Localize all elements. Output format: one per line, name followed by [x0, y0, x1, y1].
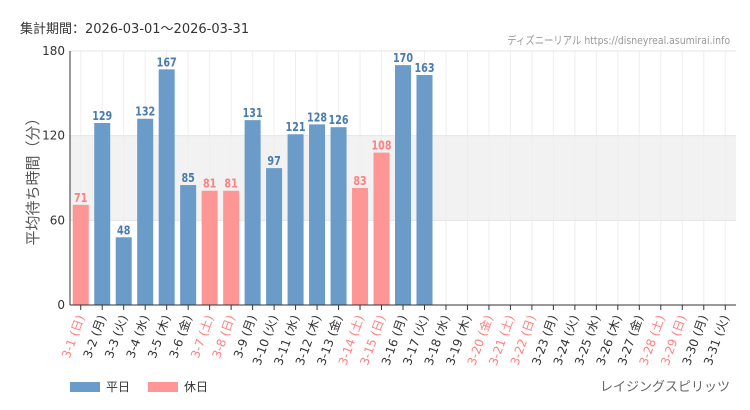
legend-weekday: 平日: [70, 378, 130, 395]
bar: [330, 127, 347, 305]
legend-swatch-weekday: [70, 381, 100, 392]
bar: [137, 118, 154, 305]
bar: [352, 187, 369, 305]
data-label: 81: [203, 177, 216, 191]
bar: [395, 65, 411, 305]
data-label: 163: [414, 61, 434, 75]
period-label: 集計期間：2026-03-01～2026-03-31: [20, 22, 250, 37]
attraction-name: レイジングスピリッツ: [599, 380, 730, 395]
bar: [72, 204, 89, 305]
data-label: 85: [181, 171, 194, 185]
bar: [309, 124, 326, 305]
y-tick-label: 60: [50, 213, 65, 227]
data-label: 126: [329, 113, 349, 127]
data-label: 108: [372, 139, 392, 153]
legend: 平日 休日: [70, 378, 208, 395]
bar: [287, 134, 304, 305]
bar: [373, 152, 390, 305]
legend-holiday: 休日: [148, 378, 208, 395]
legend-label: 休日: [184, 380, 209, 394]
data-label: 132: [135, 105, 155, 119]
bar: [115, 237, 132, 305]
bar: [223, 190, 240, 305]
data-label: 83: [353, 174, 366, 188]
data-label: 131: [243, 106, 263, 120]
legend-swatch-holiday: [148, 381, 179, 392]
data-label: 170: [393, 51, 413, 65]
y-axis-label: 平均待ち時間（分）: [24, 110, 42, 245]
data-label: 121: [286, 120, 306, 134]
bar: [266, 168, 283, 305]
y-tick-label: 0: [57, 298, 65, 312]
data-label: 48: [117, 223, 130, 237]
data-label: 81: [224, 177, 237, 191]
data-label: 128: [307, 110, 327, 124]
data-label: 97: [267, 154, 280, 168]
bar: [94, 122, 111, 305]
legend-label: 平日: [106, 380, 131, 394]
y-tick-label: 180: [42, 44, 65, 58]
site-credit: ディズニーリアル https://disneyreal.asumirai.inf…: [507, 34, 730, 47]
data-label: 129: [92, 109, 112, 123]
data-label: 71: [74, 191, 87, 205]
bar: [416, 74, 433, 305]
bar: [201, 190, 218, 305]
data-label: 167: [157, 55, 177, 69]
bar: [244, 120, 261, 306]
bar: [158, 69, 175, 305]
bar: [180, 185, 197, 305]
y-tick-label: 120: [42, 129, 65, 143]
